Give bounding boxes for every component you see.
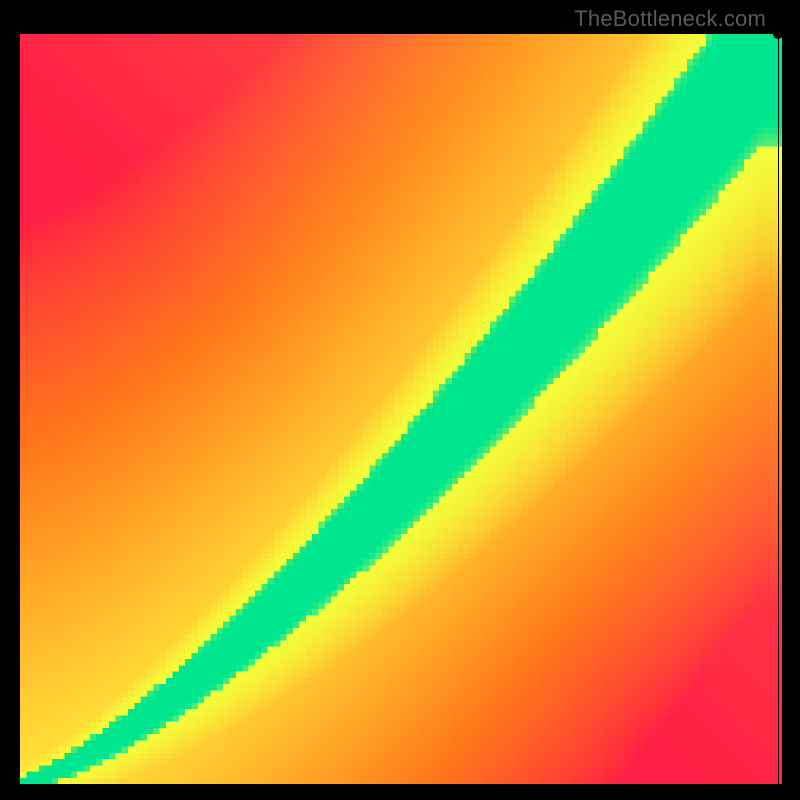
marker-vline <box>778 34 779 784</box>
watermark-text: TheBottleneck.com <box>574 6 766 32</box>
marker-dot <box>773 29 783 39</box>
heatmap-plot <box>20 34 782 784</box>
chart-root: { "watermark": { "text": "TheBottleneck.… <box>0 0 800 800</box>
heatmap-canvas <box>20 34 782 784</box>
